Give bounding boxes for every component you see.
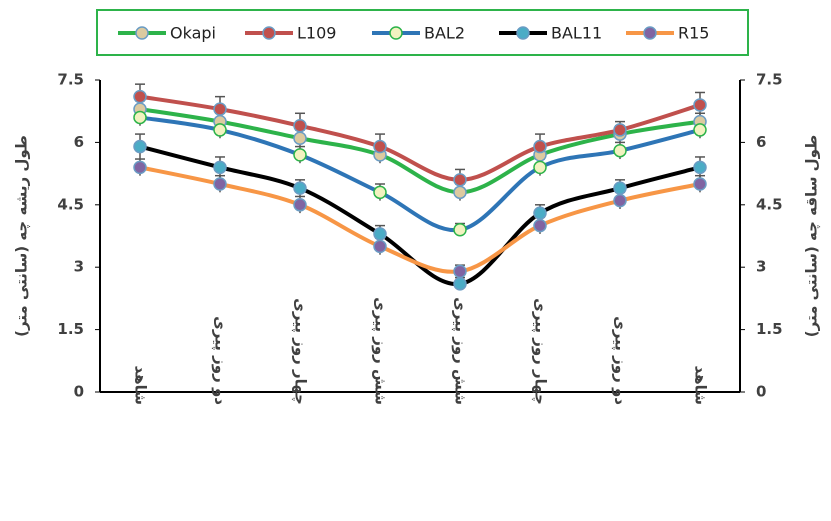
point bbox=[373, 185, 387, 200]
y-tick-label: 0 bbox=[74, 383, 84, 401]
point bbox=[533, 139, 547, 154]
y-tick-label: 7.5 bbox=[57, 71, 84, 89]
legend-label: Okapi bbox=[170, 24, 216, 43]
point bbox=[133, 110, 147, 125]
y-tick-label: 1.5 bbox=[57, 320, 84, 338]
x-tick-label: شش روز پیری bbox=[371, 297, 390, 405]
point bbox=[453, 264, 467, 279]
legend-label: R15 bbox=[678, 24, 709, 43]
point bbox=[613, 181, 627, 195]
legend-marker bbox=[135, 26, 149, 40]
y2-tick-label: 0 bbox=[756, 383, 766, 401]
point bbox=[453, 173, 467, 187]
x-tick-label: دو روز پیری bbox=[611, 316, 630, 405]
point bbox=[693, 123, 707, 137]
y-tick-label: 6 bbox=[74, 133, 84, 151]
series-line bbox=[139, 144, 701, 286]
point bbox=[533, 218, 547, 233]
x-tick-label: شاهد bbox=[132, 366, 150, 405]
point bbox=[373, 139, 387, 154]
point bbox=[133, 89, 147, 104]
series-line bbox=[139, 107, 701, 195]
point bbox=[213, 160, 227, 175]
point bbox=[373, 239, 387, 254]
x-tick-label: شاهد bbox=[692, 366, 710, 405]
point bbox=[453, 223, 467, 237]
legend-label: BAL11 bbox=[551, 24, 602, 43]
point bbox=[613, 143, 627, 158]
y-tick-label: 3 bbox=[74, 258, 84, 276]
point bbox=[293, 148, 307, 162]
legend-label: BAL2 bbox=[424, 24, 465, 43]
point bbox=[293, 131, 307, 145]
y2-tick-label: 3 bbox=[756, 258, 766, 276]
point bbox=[293, 198, 307, 212]
x-tick-label: شش روز پیری bbox=[451, 297, 470, 405]
legend-label: L109 bbox=[297, 24, 336, 43]
point bbox=[213, 177, 227, 191]
legend-marker bbox=[516, 26, 530, 40]
x-tick-label: دو روز پیری bbox=[211, 316, 230, 405]
series-line bbox=[139, 94, 701, 182]
point bbox=[293, 181, 307, 195]
legend-marker bbox=[643, 26, 657, 40]
y2-axis-label: طول ساقه چه (سانتی متر) bbox=[803, 135, 822, 337]
y2-tick-label: 1.5 bbox=[756, 320, 783, 338]
point bbox=[693, 160, 707, 175]
y2-tick-label: 6 bbox=[756, 133, 766, 151]
x-tick-label: چهار روز پیری bbox=[291, 298, 310, 405]
point bbox=[533, 206, 547, 220]
point bbox=[453, 185, 467, 200]
point bbox=[693, 98, 707, 112]
series-line bbox=[139, 115, 701, 233]
point bbox=[693, 177, 707, 191]
point bbox=[613, 123, 627, 137]
point bbox=[453, 277, 467, 291]
point bbox=[533, 160, 547, 175]
point bbox=[213, 123, 227, 137]
point bbox=[213, 102, 227, 116]
point bbox=[133, 160, 147, 175]
y2-tick-label: 7.5 bbox=[756, 71, 783, 89]
legend-marker bbox=[389, 26, 403, 40]
legend-marker bbox=[262, 26, 276, 40]
y-tick-label: 4.5 bbox=[57, 195, 84, 213]
point bbox=[373, 227, 387, 241]
y2-tick-label: 4.5 bbox=[756, 195, 783, 213]
series-line bbox=[139, 165, 701, 274]
point bbox=[293, 119, 307, 133]
y-axis-label: طول ریشه چه (سانتی متر) bbox=[13, 135, 32, 337]
x-tick-label: چهار روز پیری bbox=[531, 298, 550, 405]
point bbox=[133, 139, 147, 154]
point bbox=[613, 193, 627, 208]
